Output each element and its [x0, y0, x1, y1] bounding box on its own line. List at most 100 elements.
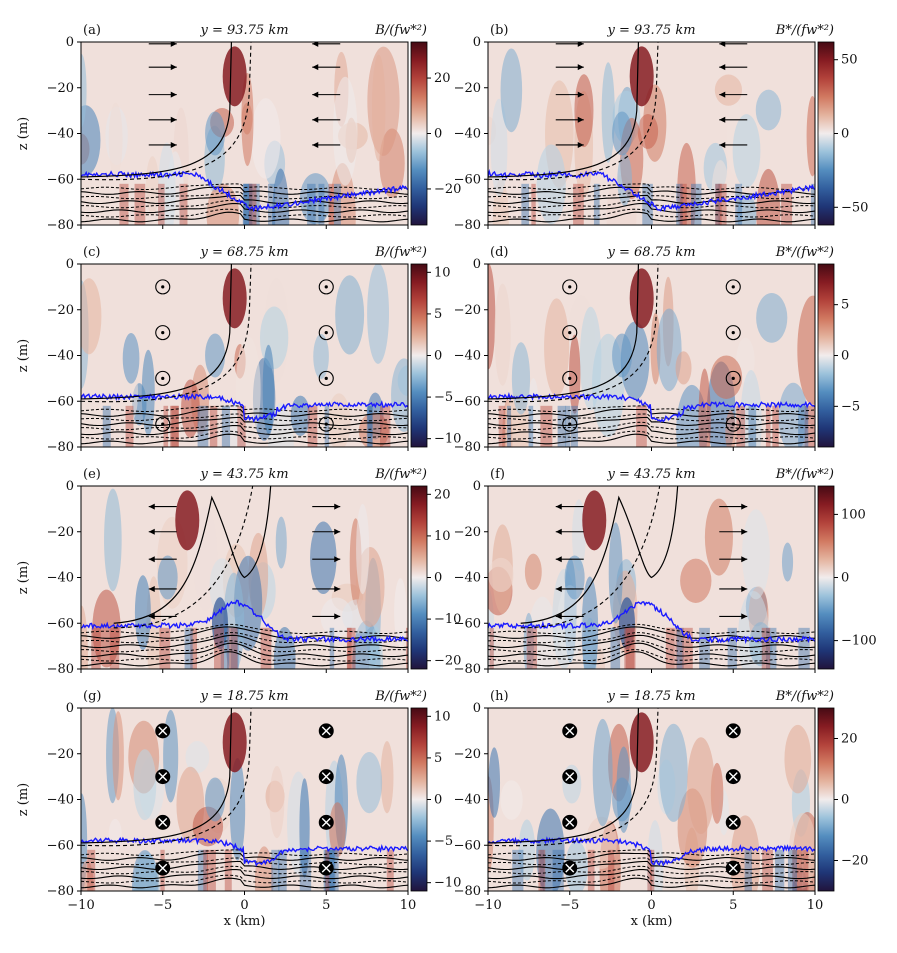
heatmap-cell [145, 156, 159, 216]
heatmap-cell [736, 405, 746, 447]
heatmap-cell [241, 72, 254, 167]
heatmap-cell [507, 405, 512, 447]
out-of-page-marker [725, 370, 741, 386]
out-of-page-marker [725, 416, 741, 432]
plot-area [488, 42, 815, 225]
heatmap-cell [251, 98, 281, 179]
out-of-page-marker [562, 279, 578, 295]
colorbar-tick-label: −20 [434, 654, 461, 669]
heatmap-cell [335, 275, 365, 355]
y-tick-label: −20 [47, 525, 74, 540]
heatmap-cell [248, 183, 257, 225]
heatmap-cell [625, 627, 636, 669]
front-contour-dashed [113, 486, 254, 629]
out-of-page-dot [568, 331, 572, 335]
heatmap-cell [810, 183, 815, 225]
colorbar [410, 707, 428, 892]
colorbar-tick-label: 5 [841, 298, 849, 313]
isopycnal-dashed [488, 640, 815, 653]
velocity-arrow-head [555, 503, 562, 510]
colorbar-label: B/(fw*²) [374, 689, 427, 704]
heatmap-cell [269, 766, 285, 839]
heatmap-cell [574, 74, 594, 148]
panel-title: y = 43.75 km [199, 467, 288, 482]
heatmap-cell [488, 557, 514, 593]
heatmap-cell [778, 382, 808, 447]
heatmap-cell [87, 849, 96, 891]
y-tick-label: −20 [47, 303, 74, 318]
colorbar [410, 485, 428, 670]
out-of-page-dot [324, 331, 328, 335]
heatmap-cell [158, 142, 176, 225]
isopycnal-solid [488, 203, 815, 214]
heatmap-cell [163, 709, 179, 803]
x-tick-label: 5 [322, 898, 330, 913]
panel-label: (h) [490, 689, 509, 704]
panel-1: 0 −20 −40 −60 −80 (b) y = 93.75 km B*/(fw*²) 50 0… [454, 23, 869, 233]
heatmap-cell [500, 48, 523, 133]
heatmap-cell [489, 627, 494, 669]
isopycnal-dashed [488, 199, 815, 209]
velocity-arrow-head [334, 503, 341, 510]
out-of-page-marker [562, 325, 578, 341]
y-axis-label: z (m) [16, 783, 31, 816]
heatmap-cell [512, 849, 524, 891]
heatmap-cell [526, 627, 538, 669]
heatmap-cell [687, 737, 715, 835]
panel-label: (a) [83, 23, 101, 38]
heatmap-cell [367, 264, 390, 364]
heatmap-cell [500, 780, 523, 820]
heatmap-cell [243, 183, 253, 225]
colorbar-tick-label: 10 [434, 709, 451, 724]
heatmap-cell [798, 405, 809, 447]
heatmap-cell [356, 751, 383, 814]
x-tick-label: −5 [153, 898, 172, 913]
heatmap-cell [356, 503, 370, 595]
velocity-arrow-head [719, 64, 726, 71]
heatmap-cell [675, 627, 683, 669]
y-tick-label: −80 [47, 662, 74, 677]
heatmap-cell [170, 405, 179, 447]
velocity-arrow-head [170, 91, 177, 98]
panel-2: 0 −20 −40 −60 −80 (c) y = 68.75 km B/(fw*²) 10 5 0… [16, 245, 461, 455]
heatmap-cell [347, 627, 352, 669]
panel-title: y = 68.75 km [199, 245, 288, 260]
colorbar [817, 485, 835, 670]
panel-label: (e) [83, 467, 101, 482]
heatmap-cell [727, 627, 737, 669]
velocity-arrow-head [334, 613, 341, 620]
velocity-arrow-head [170, 64, 177, 71]
velocity-arrow-head [577, 42, 584, 47]
isopycnal-solid [488, 194, 815, 205]
velocity-arrow-head [719, 91, 726, 98]
x-tick-label: 10 [400, 898, 417, 913]
y-tick-label: −80 [47, 218, 74, 233]
heatmap-cell [646, 820, 664, 891]
heatmap-cell [718, 183, 727, 225]
isopycnal-dashed [81, 865, 408, 875]
y-tick-label: −80 [47, 440, 74, 455]
velocity-arrow-head [312, 42, 319, 47]
heatmap-cell [572, 499, 586, 571]
front-contour-dashed [81, 42, 252, 181]
heatmap-cell [756, 168, 781, 225]
velocity-arrow-head [577, 64, 584, 71]
isopycnal-solid [488, 425, 815, 436]
colorbar-label: B*/(fw*²) [775, 689, 834, 704]
out-of-page-marker [562, 370, 578, 386]
heatmap-cell [380, 405, 391, 447]
heatmap-cell [386, 849, 394, 891]
isopycnal-solid [488, 433, 815, 445]
heatmap-cell [205, 777, 226, 822]
heatmap-cell [81, 605, 88, 669]
colorbar-label: B/(fw*²) [374, 467, 427, 482]
colorbar-tick-label: −20 [841, 854, 868, 869]
velocity-arrow-head [741, 556, 748, 563]
heatmap-cell [742, 509, 770, 600]
out-of-page-marker [725, 325, 741, 341]
panel-title: y = 93.75 km [606, 23, 695, 38]
heatmap-cell [222, 712, 247, 773]
velocity-arrow-head [312, 116, 319, 123]
isopycnal-solid [488, 634, 815, 649]
y-tick-label: −60 [454, 172, 481, 187]
